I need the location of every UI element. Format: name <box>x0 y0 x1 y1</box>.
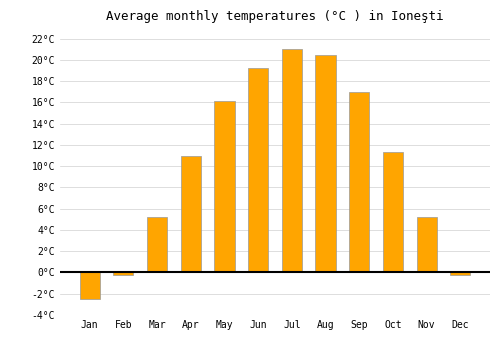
Bar <box>349 92 370 273</box>
Bar <box>214 102 234 273</box>
Bar <box>282 49 302 273</box>
Bar <box>147 217 167 273</box>
Bar <box>113 273 134 275</box>
Bar <box>416 217 437 273</box>
Bar <box>450 273 470 275</box>
Bar <box>80 273 100 299</box>
Bar <box>383 152 403 273</box>
Title: Average monthly temperatures (°C ) in Ioneşti: Average monthly temperatures (°C ) in Io… <box>106 10 444 23</box>
Bar <box>316 55 336 273</box>
Bar <box>248 68 268 273</box>
Bar <box>180 155 201 273</box>
